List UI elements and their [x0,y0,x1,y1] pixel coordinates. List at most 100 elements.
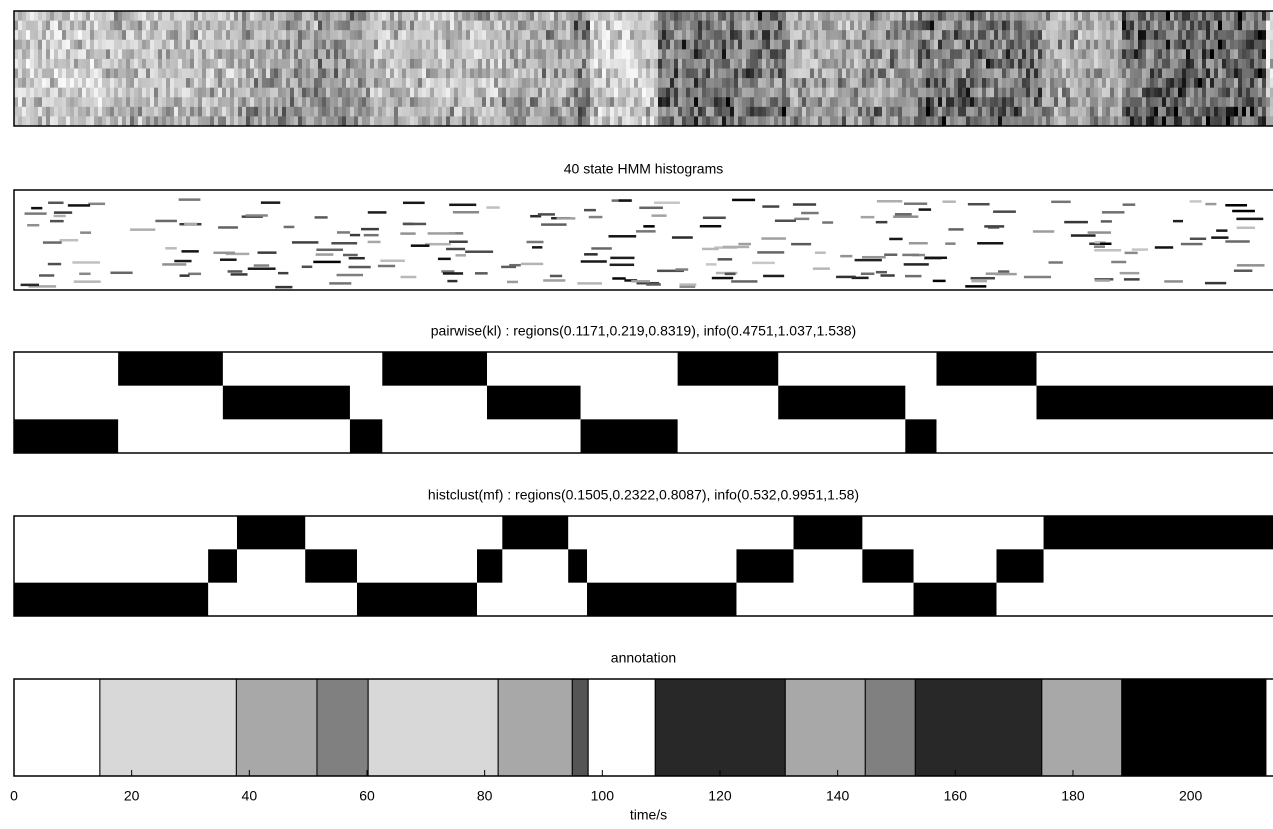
spectrogram-cell [1206,69,1210,79]
spectrogram-cell [926,107,930,117]
spectrogram-cell [922,107,926,117]
spectrogram-cell [682,40,686,50]
spectrogram-cell [690,107,694,117]
histogram-dash [643,225,654,228]
spectrogram-cell [582,107,586,117]
spectrogram-cell [606,69,610,79]
spectrogram-cell [686,21,690,31]
spectrogram-cell [254,49,258,59]
spectrogram-cell [530,69,534,79]
spectrogram-cell [1142,59,1146,69]
spectrogram-cell [1150,97,1154,107]
spectrogram-cell [258,69,262,79]
spectrogram-cell [794,107,798,117]
spectrogram-cell [1242,30,1246,40]
spectrogram-cell [222,116,226,126]
spectrogram-cell [202,59,206,69]
spectrogram-cell [1138,21,1142,31]
spectrogram-cell [130,116,134,126]
histogram-dash [1125,252,1138,255]
spectrogram-cell [18,107,22,117]
spectrogram-cell [1234,78,1238,88]
spectrogram-cell [250,21,254,31]
spectrogram-cell [798,21,802,31]
spectrogram-cell [190,49,194,59]
spectrogram-cell [1062,30,1066,40]
spectrogram-cell [358,59,362,69]
spectrogram-cell [318,30,322,40]
spectrogram-cell [274,97,278,107]
spectrogram-cell [1110,88,1114,98]
spectrogram-cell [1222,78,1226,88]
spectrogram-cell [870,21,874,31]
spectrogram-cell [506,116,510,126]
spectrogram-cell [1238,59,1242,69]
spectrogram-cell [422,21,426,31]
spectrogram-cell [1058,11,1062,21]
spectrogram-cell [458,107,462,117]
spectrogram-cell [286,21,290,31]
spectrogram-cell [906,21,910,31]
spectrogram-cell [1070,116,1074,126]
spectrogram-cell [134,97,138,107]
spectrogram-cell [1262,88,1266,98]
spectrogram-cell [294,21,298,31]
spectrogram-cell [326,11,330,21]
spectrogram-cell [314,88,318,98]
spectrogram-cell [1046,107,1050,117]
spectrogram-cell [1110,78,1114,88]
spectrogram-cell [498,49,502,59]
spectrogram-cell [338,59,342,69]
spectrogram-cell [338,49,342,59]
spectrogram-cell [346,97,350,107]
spectrogram-cell [206,78,210,88]
spectrogram-cell [22,30,26,40]
spectrogram-cell [878,78,882,88]
spectrogram-cell [814,88,818,98]
spectrogram-cell [654,88,658,98]
annotation-segment [785,679,865,776]
spectrogram-cell [474,21,478,31]
spectrogram-cell [882,49,886,59]
spectrogram-cell [506,11,510,21]
spectrogram-cell [694,30,698,40]
spectrogram-cell [1146,107,1150,117]
spectrogram-cell [1238,40,1242,50]
spectrogram-cell [782,116,786,126]
spectrogram-cell [226,88,230,98]
spectrogram-cell [514,97,518,107]
spectrogram-cell [350,59,354,69]
histogram-dash [731,280,757,283]
spectrogram-cell [174,30,178,40]
spectrogram-cell [602,40,606,50]
spectrogram-cell [822,40,826,50]
spectrogram-cell [198,30,202,40]
spectrogram-cell [1098,107,1102,117]
histogram-dash [1181,243,1203,246]
spectrogram-cell [610,21,614,31]
spectrogram-cell [130,107,134,117]
spectrogram-cell [414,49,418,59]
spectrogram-cell [950,78,954,88]
spectrogram-cell [558,59,562,69]
histogram-dash [880,274,894,277]
spectrogram-cell [706,11,710,21]
spectrogram-cell [382,40,386,50]
spectrogram-cell [1210,49,1214,59]
segment [1036,386,1273,420]
spectrogram-cell [274,40,278,50]
spectrogram-cell [714,107,718,117]
spectrogram-cell [30,11,34,21]
spectrogram-cell [982,116,986,126]
spectrogram-cell [514,88,518,98]
spectrogram-cell [1106,78,1110,88]
spectrogram-cell [1082,40,1086,50]
histogram-dash [793,203,816,206]
spectrogram-cell [158,107,162,117]
spectrogram-cell [766,30,770,40]
spectrogram-cell [714,97,718,107]
spectrogram-cell [254,88,258,98]
spectrogram-cell [226,59,230,69]
spectrogram-cell [42,107,46,117]
spectrogram-cell [62,88,66,98]
